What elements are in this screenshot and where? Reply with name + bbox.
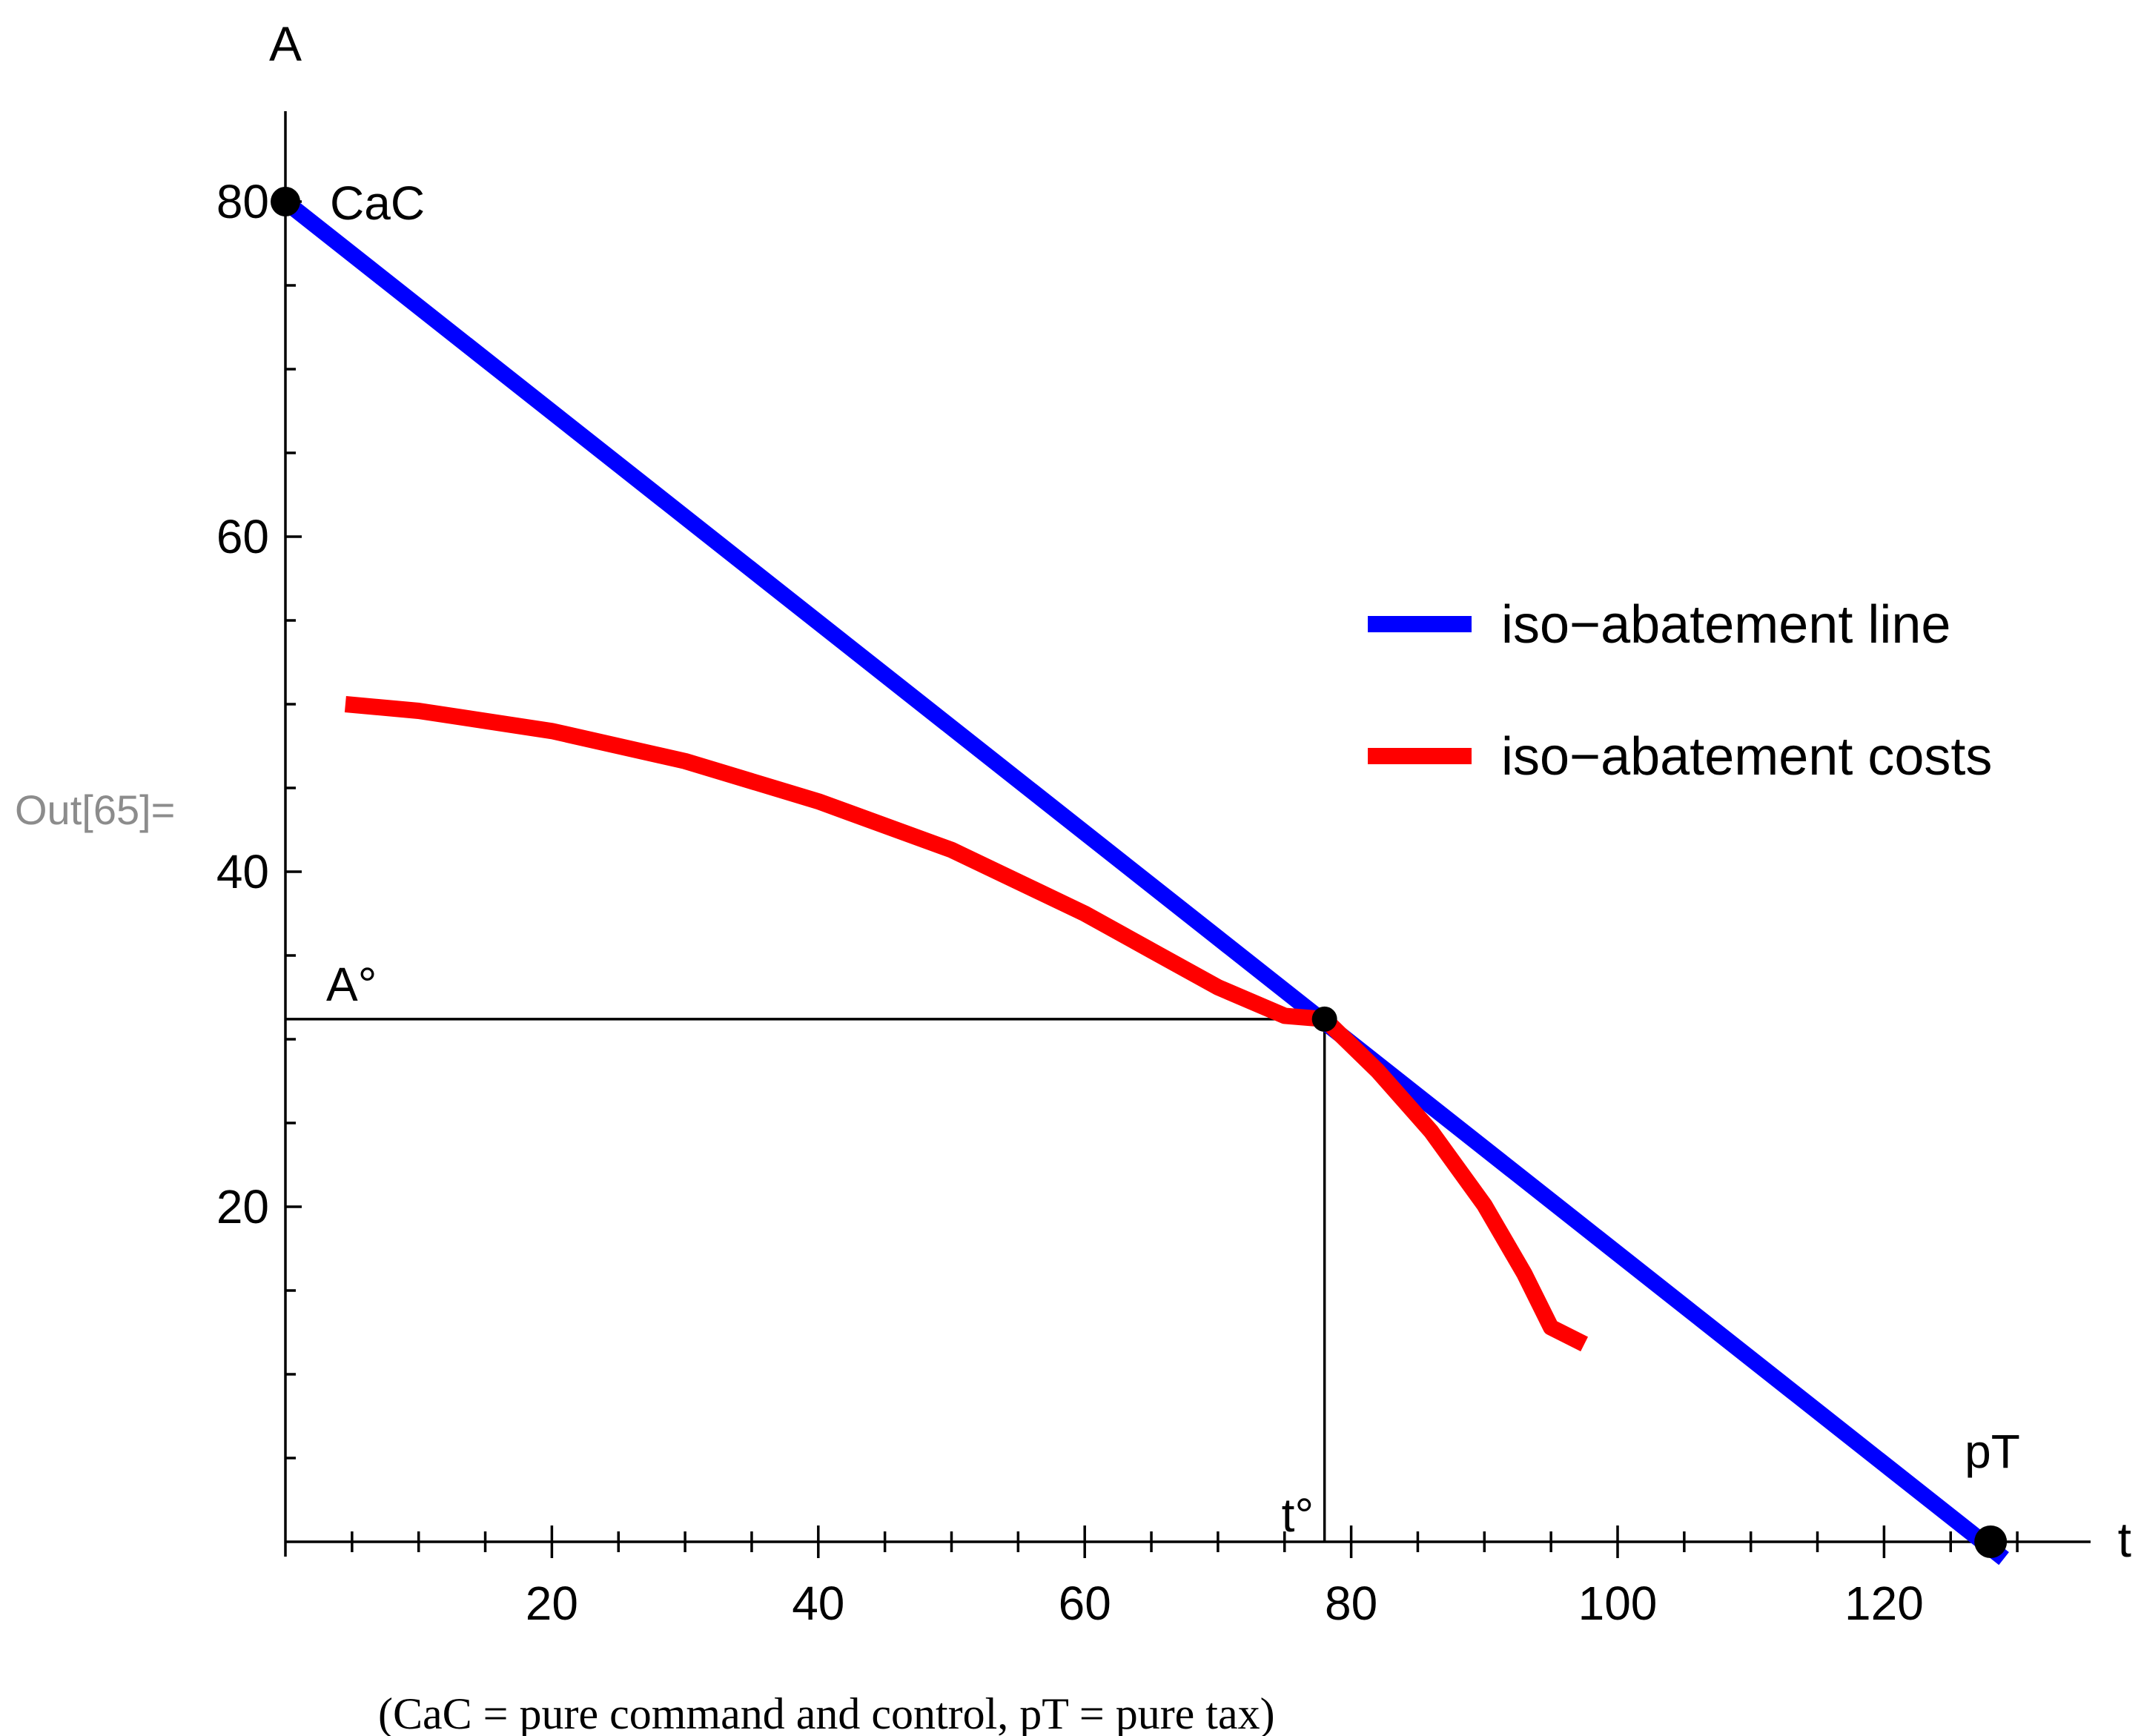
pt-point xyxy=(1974,1525,2008,1558)
legend-entry-2: iso−abatement costs xyxy=(1501,727,1992,786)
x-tick-label: 60 xyxy=(1059,1577,1111,1630)
x-tick-label: 20 xyxy=(526,1577,578,1630)
x-tick-label: 100 xyxy=(1578,1577,1658,1630)
cac-label: CaC xyxy=(330,176,425,230)
guide-lines xyxy=(285,1018,1326,1542)
a-star-label: A° xyxy=(326,958,377,1011)
x-tick-label: 120 xyxy=(1844,1577,1924,1630)
x-tick-label: 80 xyxy=(1325,1577,1377,1630)
pt-label: pT xyxy=(1965,1425,2020,1478)
y-tick-label: 80 xyxy=(216,175,269,228)
labels-group: CaC pT A° t° xyxy=(326,176,2020,1542)
legend-entry-1: iso−abatement line xyxy=(1501,595,1950,655)
x-axis-title: t xyxy=(2118,1512,2131,1567)
series-group xyxy=(280,195,2009,1566)
y-tick-label: 20 xyxy=(216,1180,269,1233)
x-tick-label: 40 xyxy=(792,1577,844,1630)
y-axis-title: A xyxy=(269,16,302,71)
cac-point xyxy=(271,187,300,216)
iso-abatement-costs-series xyxy=(344,696,1589,1352)
iso-abatement-line-series xyxy=(280,195,2009,1566)
optimum-point xyxy=(1311,1006,1337,1032)
points-group xyxy=(271,187,2008,1558)
t-star-label: t° xyxy=(1282,1488,1314,1542)
legend: iso−abatement line iso−abatement costs xyxy=(1368,595,1992,786)
output-label: Out[65]= xyxy=(15,786,175,833)
caption: (CaC = pure command and control, pT = pu… xyxy=(378,1689,1275,1736)
y-tick-label: 60 xyxy=(216,510,269,563)
axes: 20 40 60 80 100 120 20 40 60 80 t A xyxy=(216,16,2131,1630)
y-tick-label: 40 xyxy=(216,845,269,898)
